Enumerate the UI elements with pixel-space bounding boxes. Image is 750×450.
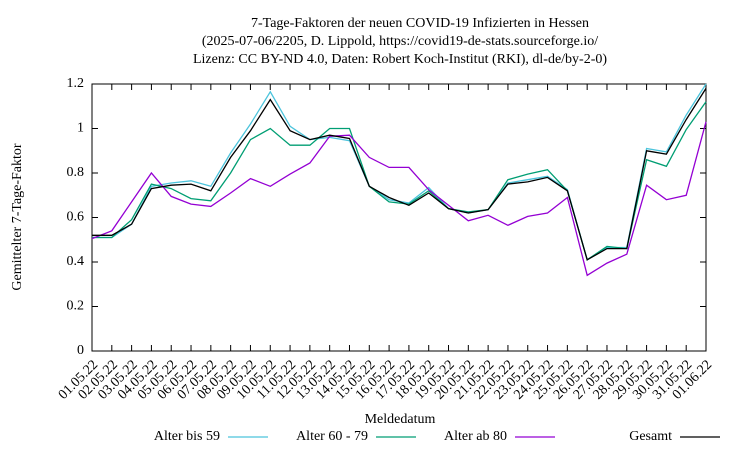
y-axis-label: Gemittelter 7-Tage-Faktor	[10, 143, 25, 290]
series-line	[92, 101, 707, 261]
series-line	[92, 88, 707, 261]
y-tick-label: 0.8	[67, 165, 85, 180]
chart-title: (2025-07-06/2205, D. Lippold, https://co…	[202, 34, 598, 49]
legend-label: Alter bis 59	[154, 429, 220, 444]
y-tick-label: 0.4	[67, 254, 85, 269]
legend-label: Alter 60 - 79	[296, 429, 368, 444]
series-line	[91, 121, 707, 277]
chart-title: 7-Tage-Faktoren der neuen COVID-19 Infiz…	[251, 16, 589, 31]
y-tick-label: 1	[77, 121, 84, 136]
x-axis-label: Meldedatum	[365, 412, 436, 427]
legend-label: Alter ab 80	[444, 429, 507, 444]
y-tick-label: 1.2	[67, 76, 85, 91]
legend-label: Gesamt	[629, 429, 672, 444]
y-tick-label: 0.2	[67, 299, 85, 314]
y-tick-label: 0.6	[67, 210, 85, 225]
y-tick-label: 0	[77, 343, 84, 358]
chart-title: Lizenz: CC BY-ND 4.0, Daten: Robert Koch…	[193, 52, 607, 67]
